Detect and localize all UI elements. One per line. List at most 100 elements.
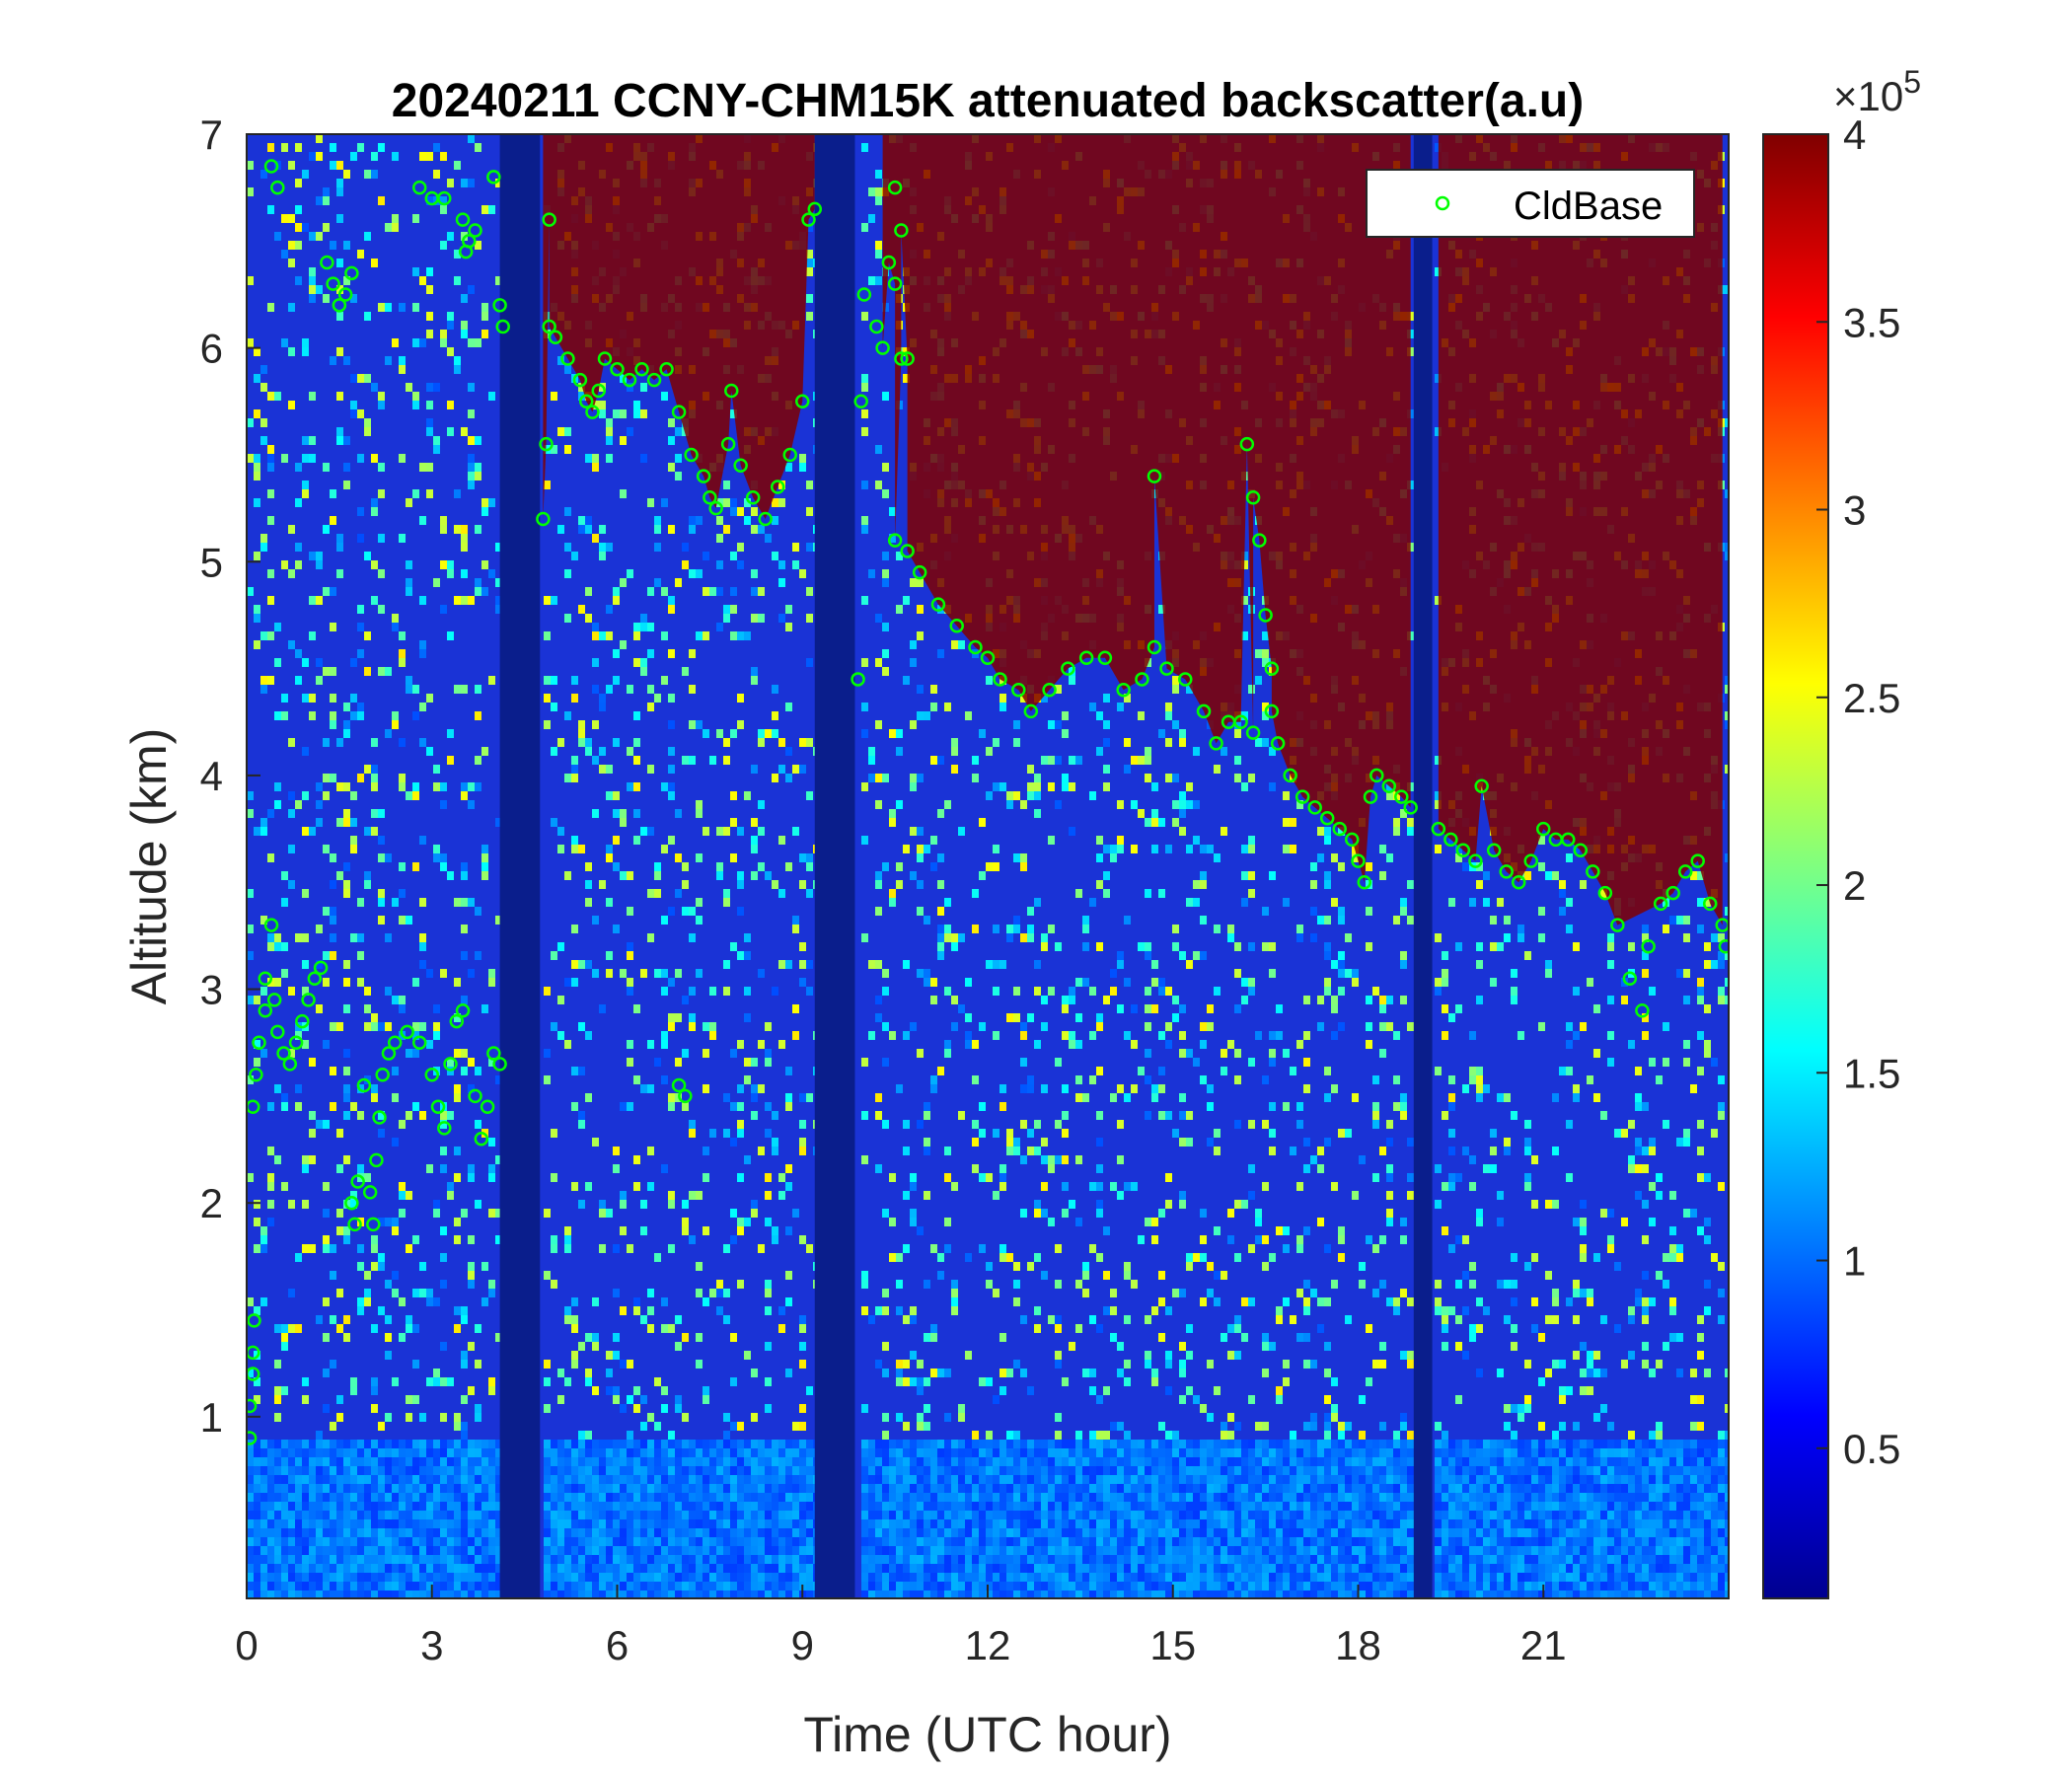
- heatmap-cell: [578, 720, 585, 729]
- heatmap-cell: [392, 1493, 399, 1502]
- heatmap-cell: [1117, 1084, 1124, 1093]
- heatmap-cell: [551, 1591, 557, 1598]
- heatmap-cell: [1048, 1315, 1055, 1324]
- heatmap-cell: [599, 1528, 606, 1537]
- heatmap-cell: [737, 1466, 744, 1475]
- heatmap-cell: [419, 1573, 426, 1582]
- heatmap-cell: [993, 1129, 999, 1138]
- heatmap-cell: [896, 1457, 903, 1466]
- heatmap-cell: [633, 1555, 640, 1564]
- heatmap-cell: [696, 1511, 703, 1519]
- heatmap-cell: [1110, 1475, 1117, 1484]
- heatmap-cell: [247, 1537, 254, 1546]
- heatmap-cell: [454, 1413, 461, 1422]
- heatmap-cell: [1179, 1564, 1186, 1573]
- heatmap-cell: [1165, 987, 1172, 996]
- heatmap-cell: [364, 1564, 371, 1573]
- heatmap-cell: [772, 1448, 778, 1457]
- heatmap-cell: [799, 1519, 806, 1528]
- heatmap-cell: [703, 1173, 709, 1182]
- heatmap-cell: [592, 1138, 599, 1147]
- heatmap-cell: [1006, 1138, 1013, 1147]
- heatmap-cell: [330, 907, 336, 916]
- heatmap-cell: [633, 1573, 640, 1582]
- heatmap-cell: [551, 1573, 557, 1582]
- heatmap-cell: [661, 782, 668, 791]
- heatmap-cell: [330, 933, 336, 942]
- heatmap-cell: [1041, 1582, 1048, 1591]
- heatmap-cell: [737, 507, 744, 516]
- heatmap-cell: [972, 1546, 979, 1555]
- heatmap-cell: [419, 1591, 426, 1598]
- heatmap-cell: [461, 1493, 468, 1502]
- heatmap-cell: [620, 1546, 627, 1555]
- heatmap-cell: [1165, 1457, 1172, 1466]
- heatmap-cell: [806, 1582, 813, 1591]
- heatmap-cell: [433, 170, 440, 179]
- heatmap-cell: [544, 676, 551, 685]
- heatmap-cell: [578, 1528, 585, 1537]
- heatmap-cell: [930, 1493, 937, 1502]
- heatmap-cell: [999, 1493, 1006, 1502]
- heatmap-cell: [654, 1519, 661, 1528]
- heatmap-cell: [1096, 1013, 1103, 1022]
- heatmap-cell: [689, 1573, 696, 1582]
- heatmap-cell: [1089, 1519, 1096, 1528]
- heatmap-cell: [930, 1573, 937, 1582]
- heatmap-cell: [399, 1333, 406, 1342]
- heatmap-cell: [1158, 978, 1165, 987]
- heatmap-cell: [302, 1475, 309, 1484]
- heatmap-cell: [758, 1244, 765, 1253]
- heatmap-cell: [882, 1573, 889, 1582]
- heatmap-cell: [1006, 1528, 1013, 1537]
- heatmap-cell: [999, 1386, 1006, 1395]
- heatmap-cell: [917, 1573, 924, 1582]
- heatmap-cell: [924, 1493, 930, 1502]
- heatmap-cell: [903, 1475, 910, 1484]
- heatmap-cell: [668, 1564, 675, 1573]
- heatmap-cell: [447, 401, 454, 409]
- heatmap-cell: [357, 1448, 364, 1457]
- heatmap-cell: [578, 1440, 585, 1448]
- heatmap-cell: [875, 1306, 882, 1315]
- heatmap-cell: [461, 1466, 468, 1475]
- heatmap-cell: [647, 1147, 654, 1155]
- heatmap-cell: [440, 330, 447, 338]
- heatmap-cell: [1055, 685, 1062, 694]
- heatmap-cell: [1207, 1102, 1214, 1111]
- heatmap-cell: [723, 1537, 730, 1546]
- heatmap-cell: [1158, 1582, 1165, 1591]
- heatmap-cell: [703, 1049, 709, 1058]
- heatmap-cell: [703, 827, 709, 836]
- heatmap-cell: [979, 1582, 986, 1591]
- heatmap-cell: [433, 1537, 440, 1546]
- heatmap-cell: [1041, 1182, 1048, 1191]
- heatmap-cell: [696, 1440, 703, 1448]
- heatmap-cell: [737, 1573, 744, 1582]
- heatmap-cell: [661, 1040, 668, 1049]
- heatmap-cell: [399, 862, 406, 871]
- heatmap-cell: [999, 1244, 1006, 1253]
- heatmap-cell: [419, 640, 426, 649]
- heatmap-cell: [675, 853, 682, 862]
- heatmap-cell: [571, 1484, 578, 1493]
- heatmap-cell: [571, 1182, 578, 1191]
- heatmap-cell: [316, 1528, 323, 1537]
- heatmap-cell: [364, 1528, 371, 1537]
- heatmap-cell: [599, 1582, 606, 1591]
- heatmap-cell: [778, 1475, 785, 1484]
- heatmap-cell: [392, 223, 399, 232]
- heatmap-cell: [481, 507, 488, 516]
- heatmap-cell: [868, 276, 875, 285]
- heatmap-cell: [785, 774, 792, 782]
- heatmap-cell: [1200, 1564, 1207, 1573]
- heatmap-cell: [633, 836, 640, 845]
- heatmap-cell: [1124, 1591, 1131, 1598]
- heatmap-cell: [986, 960, 993, 969]
- heatmap-cell: [993, 1537, 999, 1546]
- heatmap-cell: [951, 1289, 958, 1297]
- heatmap-cell: [433, 1591, 440, 1598]
- heatmap-cell: [696, 1564, 703, 1573]
- heatmap-cell: [744, 1511, 751, 1519]
- heatmap-cell: [468, 1173, 475, 1182]
